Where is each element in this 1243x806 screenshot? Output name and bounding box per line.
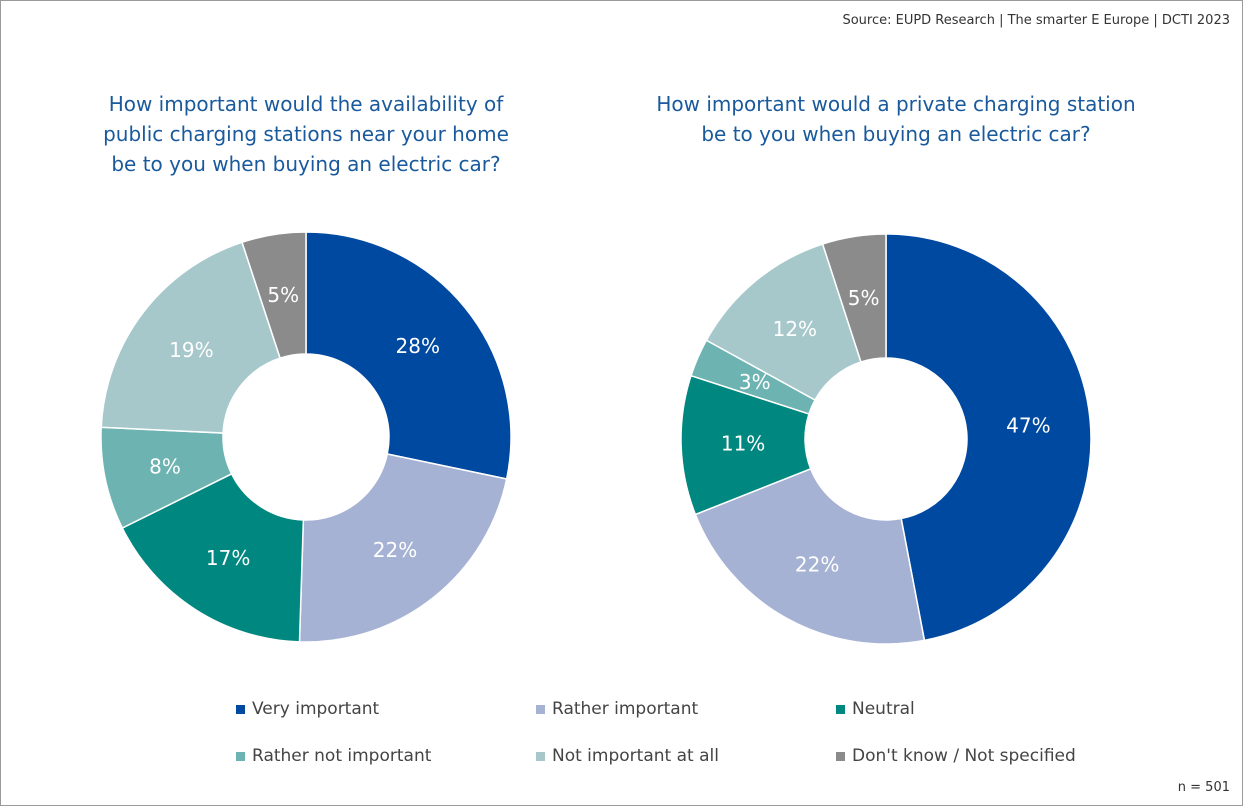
data-label: 3% — [739, 370, 771, 394]
sample-size: n = 501 — [1177, 780, 1230, 795]
chart-title-public: How important would the availability of … — [46, 89, 566, 179]
legend-item: Rather not important — [236, 746, 431, 766]
legend-item: Not important at all — [536, 746, 719, 766]
data-label: 19% — [169, 338, 213, 362]
data-label: 17% — [206, 546, 250, 570]
data-label: 5% — [848, 286, 880, 310]
data-label: 47% — [1006, 414, 1050, 438]
legend-item: Don't know / Not specified — [836, 746, 1076, 766]
title-line: be to you when buying an electric car? — [111, 152, 501, 176]
donut-slice — [100, 241, 282, 434]
legend-swatch — [236, 751, 245, 761]
legend-label: Rather important — [552, 699, 699, 719]
legend-label: Not important at all — [552, 746, 719, 766]
chart-title-private: How important would a private charging s… — [636, 89, 1156, 149]
legend-swatch — [536, 751, 545, 761]
title-line: public charging stations near your home — [103, 122, 509, 146]
donut-slice — [821, 233, 887, 363]
legend-swatch — [536, 704, 545, 714]
legend-item: Rather important — [536, 699, 698, 719]
legend-item: Neutral — [836, 699, 915, 719]
data-label: 12% — [773, 317, 817, 341]
legend-label: Neutral — [852, 699, 915, 719]
legend-item: Very important — [236, 699, 379, 719]
donut-slice — [241, 231, 307, 360]
legend-label: Very important — [252, 699, 380, 719]
legend-swatch — [836, 704, 845, 714]
data-label: 5% — [267, 283, 299, 307]
data-label: 22% — [373, 538, 417, 562]
donut-slice — [885, 233, 1092, 642]
title-line: How important would a private charging s… — [656, 92, 1136, 116]
donut-slice — [121, 472, 305, 643]
donut-slice — [305, 231, 512, 480]
title-line: How important would the availability of — [108, 92, 504, 116]
data-label: 8% — [149, 454, 181, 478]
title-line: be to you when buying an electric car? — [701, 122, 1091, 146]
legend-label: Rather not important — [252, 746, 432, 766]
data-label: 28% — [396, 334, 440, 358]
data-label: 22% — [795, 552, 839, 576]
donut-slice — [298, 453, 508, 643]
legend-label: Don't know / Not specified — [852, 746, 1076, 766]
legend-swatch — [236, 704, 245, 714]
data-label: 11% — [721, 431, 765, 455]
donut-slice — [694, 467, 926, 645]
legend-swatch — [836, 751, 845, 761]
source-note: Source: EUPD Research | The smarter E Eu… — [842, 13, 1230, 28]
